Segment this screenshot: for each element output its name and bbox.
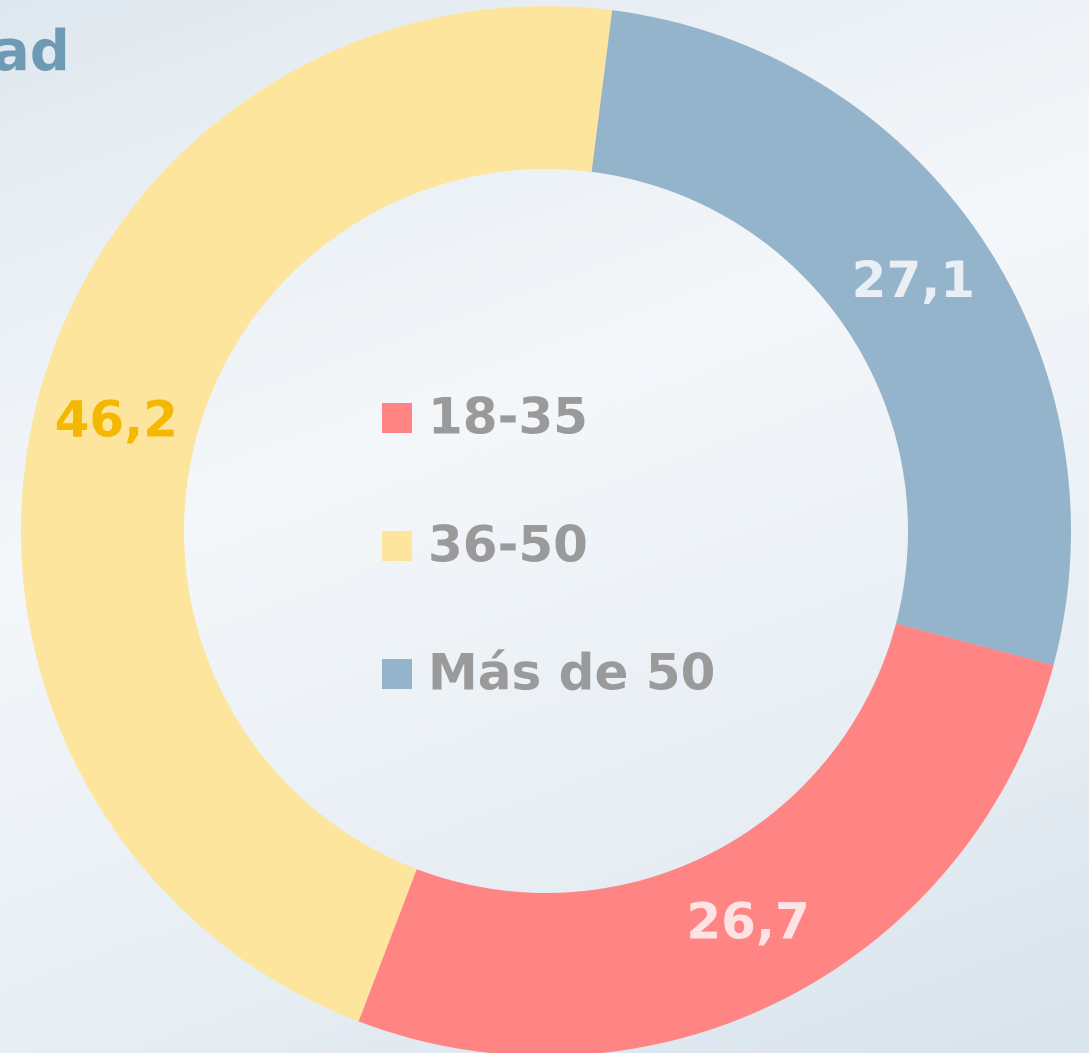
legend-label: Más de 50 xyxy=(428,644,715,702)
chart-title: ad xyxy=(0,19,70,84)
legend-label: 18-35 xyxy=(428,388,588,446)
legend-swatch xyxy=(382,403,412,433)
legend-swatch xyxy=(382,531,412,561)
legend-label: 36-50 xyxy=(428,516,588,574)
donut-slice xyxy=(591,10,1071,666)
data-label: 26,7 xyxy=(686,893,809,951)
data-label: 27,1 xyxy=(852,251,975,309)
legend-swatch xyxy=(382,659,412,689)
donut-slice xyxy=(358,623,1054,1053)
donut-slice xyxy=(20,5,613,1022)
data-label: 46,2 xyxy=(55,391,178,449)
